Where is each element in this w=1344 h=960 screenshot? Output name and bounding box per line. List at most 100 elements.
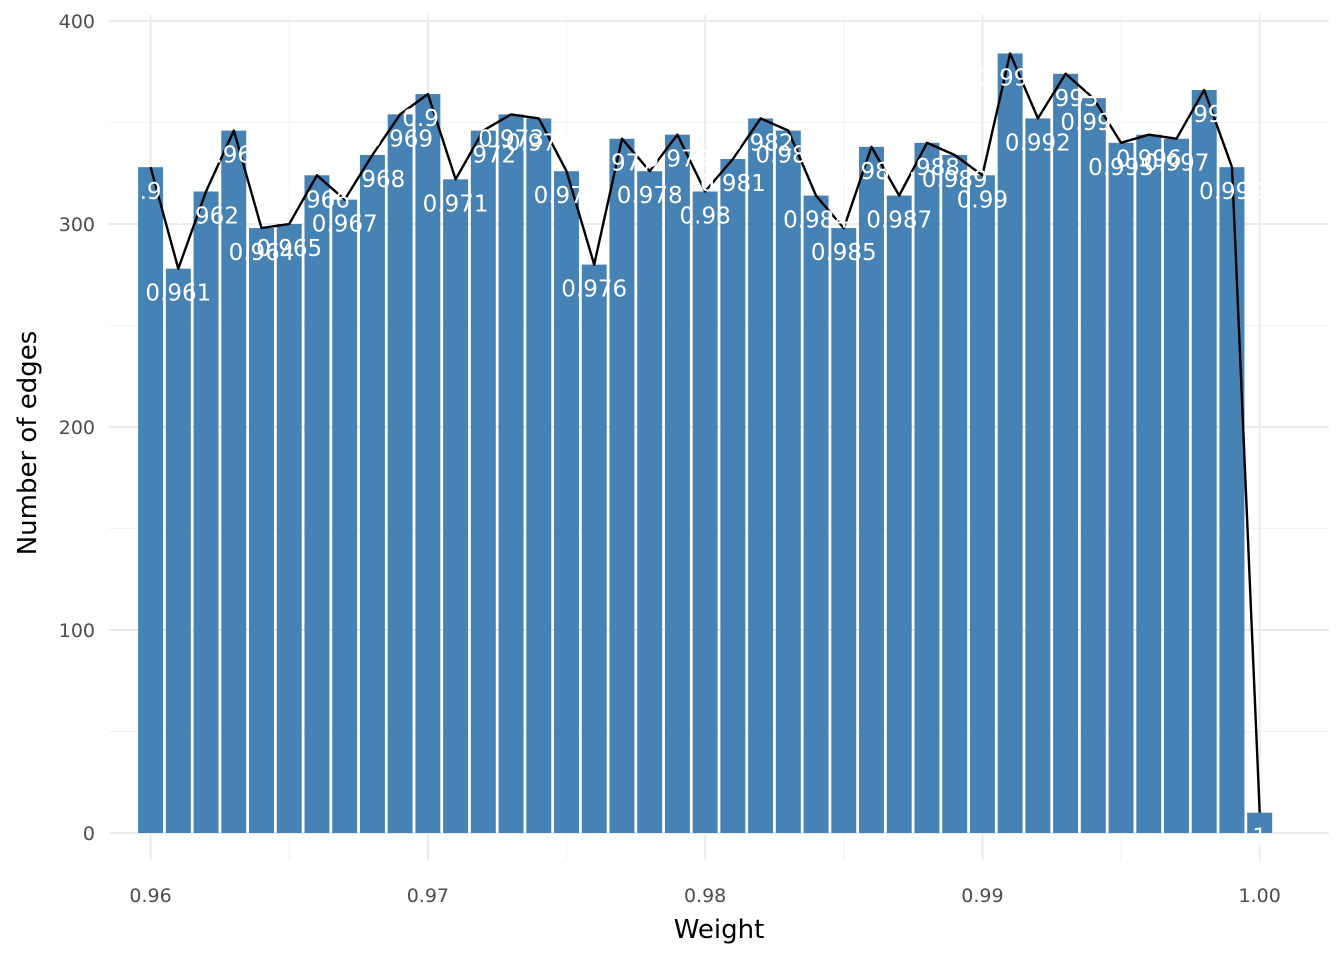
histogram-bar bbox=[914, 142, 940, 834]
histogram-bar bbox=[859, 146, 884, 834]
y-tick-label: 400 bbox=[59, 11, 95, 33]
bar-label: 0.992 bbox=[1005, 130, 1071, 156]
bar-label: 0.987 bbox=[866, 208, 932, 234]
histogram-bar bbox=[637, 171, 663, 834]
histogram-bar bbox=[470, 130, 496, 833]
x-axis-tick-labels: 0.96 0.97 0.98 0.99 1.00 bbox=[129, 885, 1280, 907]
histogram-bar bbox=[554, 171, 579, 834]
y-tick-label: 200 bbox=[59, 417, 95, 439]
bar-label: 0.962 bbox=[173, 204, 239, 230]
histogram-bar bbox=[221, 130, 247, 833]
histogram-bar bbox=[692, 191, 718, 833]
bar-label: 0.997 bbox=[1144, 151, 1210, 177]
histogram-bar bbox=[1053, 73, 1079, 833]
histogram-bar bbox=[443, 179, 469, 834]
histogram-bar bbox=[609, 138, 635, 834]
x-axis-title: Weight bbox=[674, 915, 765, 945]
histogram-bar bbox=[997, 53, 1023, 834]
histogram-bar bbox=[581, 264, 607, 834]
y-tick-label: 100 bbox=[59, 620, 95, 642]
bar-label: 0.969 bbox=[367, 126, 433, 152]
histogram-bar bbox=[1136, 134, 1162, 833]
histogram-bar bbox=[1247, 812, 1273, 833]
bar-label: 0.99 bbox=[957, 187, 1008, 213]
histogram-bar bbox=[775, 130, 801, 833]
bar-label: 0.996 bbox=[1116, 147, 1182, 173]
y-tick-label: 300 bbox=[59, 214, 95, 236]
bar-label: 0.976 bbox=[561, 277, 627, 303]
histogram-bar bbox=[138, 167, 164, 833]
histogram-bar bbox=[1108, 142, 1134, 834]
x-tick-label: 0.99 bbox=[961, 885, 1003, 907]
bar-label: 1 bbox=[1252, 825, 1267, 851]
bar-label: 0.977 bbox=[589, 151, 655, 177]
bar-label: 0.978 bbox=[617, 183, 683, 209]
bar-label: 0.974 bbox=[506, 130, 572, 156]
histogram-bar bbox=[526, 118, 552, 833]
histogram-bar bbox=[1219, 167, 1245, 833]
x-tick-label: 0.96 bbox=[129, 885, 171, 907]
bar-label: 0.968 bbox=[339, 167, 405, 193]
bar-label: 0.971 bbox=[423, 191, 489, 217]
histogram-bar bbox=[498, 114, 524, 833]
histogram-bar bbox=[359, 154, 385, 834]
bar-label: 0.986 bbox=[839, 159, 905, 185]
histogram-bar bbox=[1164, 138, 1189, 834]
bar-label: 0.998 bbox=[1171, 102, 1237, 128]
histogram-bar bbox=[1080, 98, 1106, 833]
bar-label: 0.97 bbox=[402, 106, 453, 132]
bar-label: 0.994 bbox=[1060, 110, 1126, 136]
bar-label: 0.967 bbox=[312, 212, 378, 238]
bar-label: 0.961 bbox=[145, 281, 211, 307]
bar-label: 0.999 bbox=[1199, 179, 1265, 205]
bar-series bbox=[138, 53, 1273, 834]
y-tick-label: 0 bbox=[83, 823, 95, 845]
bar-label: 0.983 bbox=[755, 143, 821, 169]
y-axis-tick-labels: 0 100 200 300 400 bbox=[59, 11, 95, 845]
histogram-bar bbox=[942, 154, 968, 834]
trend-line-layer bbox=[149, 52, 1261, 813]
histogram-bar bbox=[803, 195, 829, 833]
histogram-bar bbox=[1025, 118, 1051, 833]
bar-label: 0.991 bbox=[977, 65, 1043, 91]
bar-label: 0.975 bbox=[534, 183, 600, 209]
histogram-bar bbox=[304, 175, 330, 833]
bar-label: 0.973 bbox=[478, 126, 544, 152]
histogram-bar bbox=[332, 199, 358, 833]
bar-label: 0.96 bbox=[125, 179, 176, 205]
bar-label: 0.985 bbox=[811, 240, 877, 266]
bar-label: 0.989 bbox=[922, 167, 988, 193]
histogram-bar bbox=[886, 195, 912, 833]
bar-label: 0.981 bbox=[700, 171, 766, 197]
bar-label: 0.966 bbox=[284, 187, 350, 213]
histogram-bar bbox=[387, 114, 413, 833]
bar-label: 0.993 bbox=[1033, 86, 1099, 112]
histogram-bar bbox=[276, 224, 302, 833]
bar-label: 0.965 bbox=[256, 236, 322, 262]
trend-line bbox=[149, 52, 1261, 813]
histogram-bar bbox=[664, 134, 690, 833]
bar-label: 0.963 bbox=[201, 143, 267, 169]
histogram-bar bbox=[1191, 90, 1217, 833]
bar-label: 0.964 bbox=[229, 240, 295, 266]
histogram-bar bbox=[249, 228, 274, 833]
histogram-bar bbox=[969, 175, 995, 833]
histogram-bar bbox=[720, 159, 746, 834]
x-tick-label: 0.98 bbox=[684, 885, 726, 907]
bar-label: 0.984 bbox=[783, 208, 849, 234]
bar-label: 0.972 bbox=[450, 143, 516, 169]
bar-label: 0.988 bbox=[894, 155, 960, 181]
x-tick-label: 1.00 bbox=[1239, 885, 1281, 907]
histogram-bar bbox=[193, 191, 219, 833]
bar-label: 0.982 bbox=[728, 130, 794, 156]
y-axis-title: Number of edges bbox=[13, 331, 43, 556]
bar-label: 0.979 bbox=[644, 147, 710, 173]
x-tick-label: 0.97 bbox=[407, 885, 449, 907]
histogram-bar bbox=[748, 118, 774, 833]
histogram-bar bbox=[831, 228, 857, 833]
histogram-bar bbox=[165, 268, 191, 833]
bar-label: 0.98 bbox=[680, 204, 731, 230]
bar-label: 0.995 bbox=[1088, 155, 1154, 181]
